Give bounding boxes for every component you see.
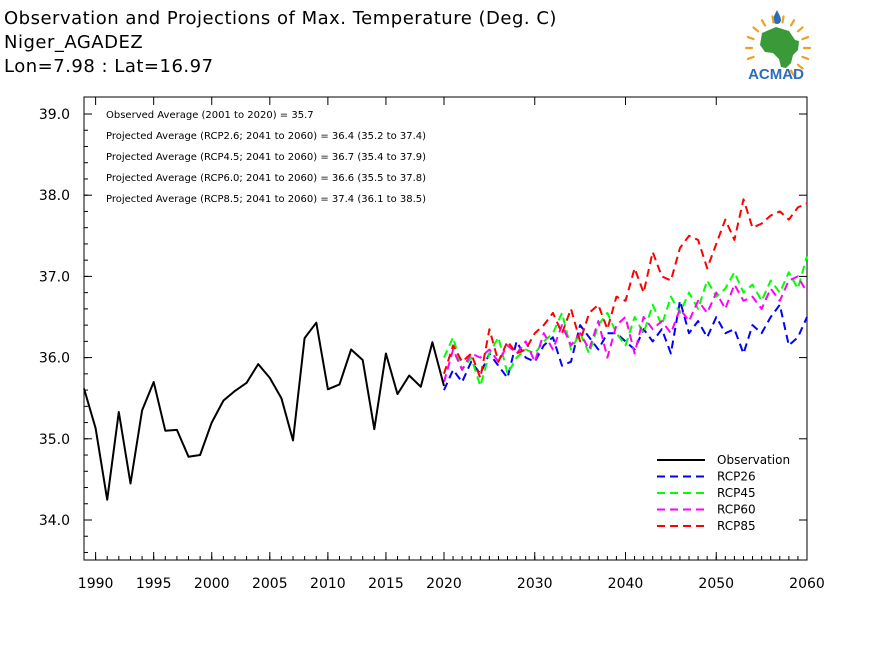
plot-frame — [83, 96, 808, 561]
logo-text: ACMAD — [748, 66, 804, 83]
africa-map-icon — [760, 27, 799, 68]
x-tick-label: 2005 — [252, 576, 288, 592]
water-drop-icon — [773, 10, 781, 24]
y-tick-label: 37.0 — [39, 269, 70, 285]
legend-label: RCP45 — [717, 486, 756, 500]
x-tick-label: 2060 — [789, 576, 825, 592]
chart-title: Observation and Projections of Max. Temp… — [4, 8, 557, 29]
acmad-logo: ACMAD — [744, 10, 812, 83]
y-axis: 34.0 35.0 36.0 37.0 38.0 39.0 — [39, 107, 807, 553]
y-tick-label: 35.0 — [39, 432, 70, 448]
series-line-rcp45 — [443, 255, 808, 387]
station-name: Niger_AGADEZ — [4, 32, 144, 53]
legend-label: Observation — [717, 453, 790, 467]
x-tick-label: 2020 — [426, 576, 462, 592]
series-line-rcp85 — [443, 198, 808, 379]
x-tick-label: 2015 — [368, 576, 404, 592]
legend: Observation RCP26 RCP45 RCP60 RCP85 — [657, 453, 790, 533]
series-line-rcp26 — [443, 299, 808, 391]
x-tick-label: 2000 — [194, 576, 230, 592]
annotations: Observed Average (2001 to 2020) = 35.7 Pr… — [106, 110, 426, 205]
series-line-rcp60 — [443, 275, 808, 383]
average-annotation: Observed Average (2001 to 2020) = 35.7 — [106, 110, 314, 121]
series-layer — [83, 198, 808, 501]
y-tick-label: 38.0 — [39, 188, 70, 204]
x-tick-label: 2030 — [517, 576, 553, 592]
legend-label: RCP60 — [717, 503, 756, 517]
series-line-observation — [83, 321, 445, 501]
average-annotation: Projected Average (RCP8.5; 2041 to 2060)… — [106, 194, 426, 205]
station-coordinates: Lon=7.98 : Lat=16.97 — [4, 56, 214, 77]
legend-label: RCP85 — [717, 519, 756, 533]
y-tick-label: 36.0 — [39, 351, 70, 367]
x-axis: 1990 1995 2000 2005 2010 2015 2020 2030 2040 2050… — [78, 97, 825, 592]
x-tick-label: 2010 — [310, 576, 346, 592]
legend-label: RCP26 — [717, 470, 756, 484]
sun-rays-icon — [744, 15, 812, 77]
x-tick-label: 1995 — [136, 576, 172, 592]
y-tick-label: 39.0 — [39, 107, 70, 123]
y-tick-label: 34.0 — [39, 513, 70, 529]
x-tick-label: 1990 — [78, 576, 114, 592]
x-tick-label: 2040 — [608, 576, 644, 592]
average-annotation: Projected Average (RCP6.0; 2041 to 2060)… — [106, 173, 426, 184]
average-annotation: Projected Average (RCP2.6; 2041 to 2060)… — [106, 131, 426, 142]
x-tick-label: 2050 — [698, 576, 734, 592]
average-annotation: Projected Average (RCP4.5; 2041 to 2060)… — [106, 152, 426, 163]
